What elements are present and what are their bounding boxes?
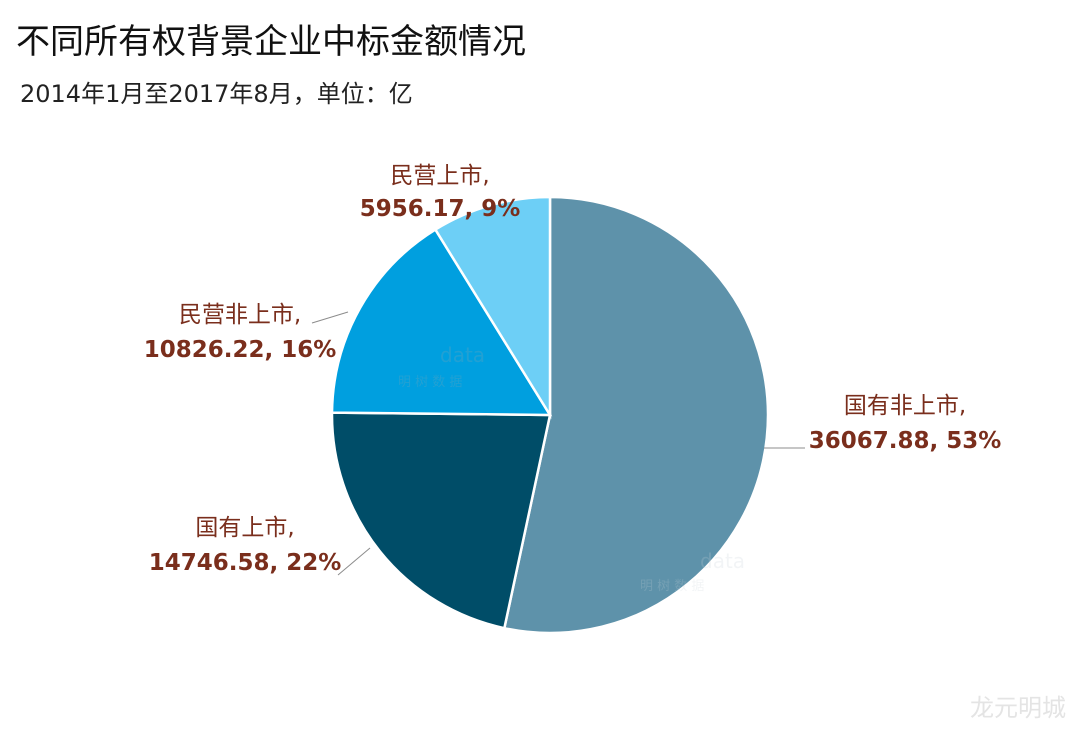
chart-title: 不同所有权背景企业中标金额情况 — [16, 22, 526, 62]
leader-line-2 — [311, 311, 349, 324]
slice-label-name-3: 民营上市, — [390, 163, 489, 189]
pie-slice-1 — [330, 411, 552, 630]
slice-label-value-0: 36067.88, 53% — [809, 428, 1002, 454]
brand-watermark-text: data — [700, 549, 745, 573]
brand-watermark-right: data 明 树 数 据 — [640, 549, 745, 594]
slice-label-name-1: 国有上市, — [195, 515, 294, 541]
brand-watermark-subtext: 明 树 数 据 — [640, 579, 704, 594]
brand-watermark-text: data — [440, 343, 485, 367]
slice-label-name-0: 国有非上市, — [844, 393, 966, 419]
pie-slice-0 — [502, 195, 770, 635]
slice-label-value-3: 5956.17, 9% — [360, 196, 521, 222]
leader-line-1 — [337, 547, 371, 576]
watermark: 龙元明城 — [970, 694, 1066, 722]
slice-label-value-2: 10826.22, 16% — [144, 337, 337, 363]
slice-label-value-1: 14746.58, 22% — [149, 550, 342, 576]
pie-slices — [330, 195, 770, 635]
chart-subtitle: 2014年1月至2017年8月，单位：亿 — [20, 80, 413, 108]
pie-slice-2 — [330, 227, 553, 417]
slice-label-name-2: 民营非上市, — [179, 302, 301, 328]
brand-watermark-subtext: 明 树 数 据 — [398, 375, 462, 390]
brand-watermark-left: data 明 树 数 据 — [398, 343, 485, 390]
pie-slice-3 — [433, 195, 552, 420]
